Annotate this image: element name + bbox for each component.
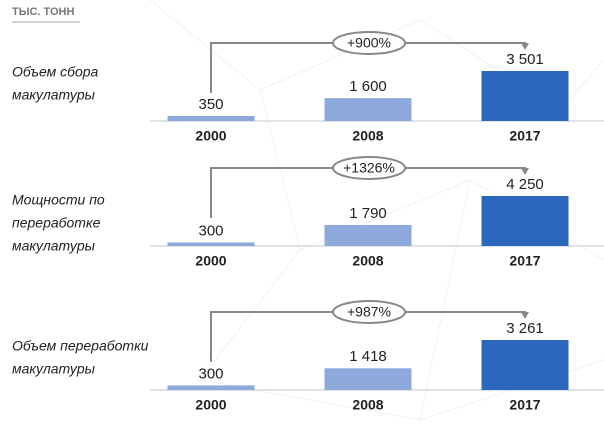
panel-label: Объем сбора [12, 64, 99, 80]
bar [324, 224, 412, 246]
x-tick-label: 2017 [509, 253, 540, 269]
value-label: 1 418 [349, 348, 387, 365]
arrow-head [521, 43, 529, 50]
annotation: +900% [347, 35, 391, 51]
value-label: 350 [198, 96, 223, 113]
bar [167, 385, 255, 390]
value-label: 3 261 [506, 320, 544, 337]
x-tick-label: 2000 [195, 397, 226, 413]
panel-label: Объем переработки [12, 338, 149, 354]
x-tick-label: 2008 [352, 253, 383, 269]
bar [481, 340, 569, 390]
panel-label: Мощности по [12, 192, 105, 208]
bar [324, 98, 412, 121]
background-pattern [149, 0, 604, 421]
annotation-oval [332, 300, 406, 324]
bar [481, 71, 569, 121]
value-label: 300 [198, 222, 223, 239]
annotation-oval [332, 31, 406, 55]
x-tick-label: 2000 [195, 253, 226, 269]
arrow-head [521, 168, 529, 175]
annotation-oval [332, 156, 406, 180]
panel-label: макулатуры [12, 361, 96, 377]
arrow-head [521, 312, 529, 319]
bar [481, 196, 569, 246]
unit-label: ТЫС. ТОНН [12, 6, 74, 18]
value-label: 300 [198, 365, 223, 382]
panel-label: макулатуры [12, 87, 96, 103]
bar [167, 116, 255, 121]
x-tick-label: 2008 [352, 397, 383, 413]
annotation: +987% [347, 304, 391, 320]
x-tick-label: 2008 [352, 128, 383, 144]
panel-label: переработке [12, 215, 101, 231]
value-label: 4 250 [506, 176, 544, 193]
annotation: +1326% [343, 160, 395, 176]
value-label: 1 600 [349, 78, 387, 95]
x-tick-label: 2017 [509, 128, 540, 144]
value-label: 3 501 [506, 51, 544, 68]
x-tick-label: 2017 [509, 397, 540, 413]
panel-label: макулатуры [12, 238, 96, 254]
bar [324, 368, 412, 390]
value-label: 1 790 [349, 205, 387, 222]
x-tick-label: 2000 [195, 128, 226, 144]
bar [167, 242, 255, 246]
